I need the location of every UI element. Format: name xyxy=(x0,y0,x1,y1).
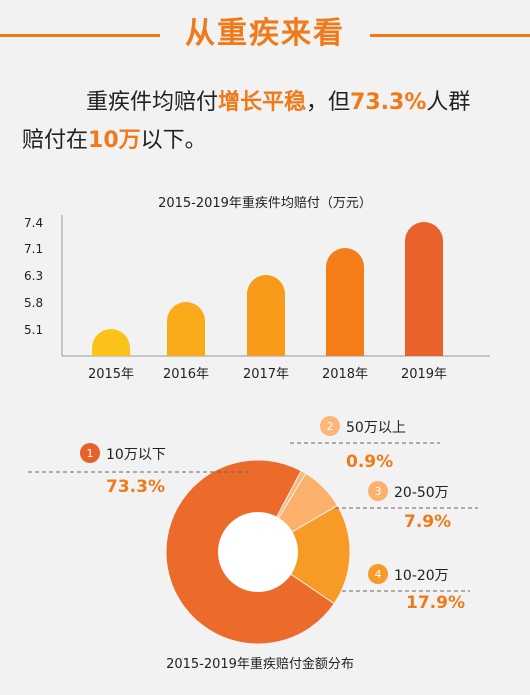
lead-highlight-3: 10万 xyxy=(88,128,141,153)
x-tick-label: 2016年 xyxy=(163,367,209,382)
bar xyxy=(247,275,285,356)
y-tick-label: 7.4 xyxy=(24,216,43,230)
lead-text-1: 重疾件均赔付 xyxy=(86,90,219,115)
bar-chart: 2015-2019年重疾件均赔付（万元） 7.4 7.1 6.3 5.8 5.1 2015… xyxy=(24,195,490,382)
callout-badge xyxy=(368,564,388,584)
y-tick-label: 7.1 xyxy=(24,242,43,256)
lead-highlight-2: 73.3% xyxy=(350,90,427,115)
y-tick-label: 5.8 xyxy=(24,296,43,310)
lead-highlight-1: 增长平稳 xyxy=(218,90,307,115)
pie-chart-title: 2015-2019年重疾赔付金额分布 xyxy=(166,656,354,672)
lead-text-3: 人群 xyxy=(426,90,471,115)
page-title: 从重疾来看 xyxy=(185,16,345,51)
callout-badge xyxy=(320,416,340,436)
lead-text-2: ，但 xyxy=(306,90,351,115)
callout-badge-number: 3 xyxy=(375,485,382,498)
slice-value-label: 73.3% xyxy=(106,477,165,497)
x-tick-label: 2017年 xyxy=(243,367,289,382)
lead-text-4: 赔付在 xyxy=(22,128,89,153)
slice-label: 20-50万 xyxy=(394,485,449,501)
pie-center-hole xyxy=(218,512,298,592)
y-tick-label: 6.3 xyxy=(24,269,43,283)
y-tick-label: 5.1 xyxy=(24,323,43,337)
header-left-rule xyxy=(0,34,160,37)
callout-badge xyxy=(368,481,388,501)
bar xyxy=(167,302,205,356)
bar xyxy=(92,329,130,356)
lead-text-5: 以下。 xyxy=(140,128,207,153)
slice-label: 10-20万 xyxy=(394,568,449,584)
lead-paragraph: 重疾件均赔付增长平稳，但73.3%人群赔付在10万以下。 xyxy=(22,84,512,160)
x-tick-label: 2018年 xyxy=(322,367,368,382)
slice-value-label: 7.9% xyxy=(404,512,451,532)
x-tick-label: 2019年 xyxy=(401,367,447,382)
pie-slice xyxy=(257,504,351,605)
slice-label: 10万以下 xyxy=(106,447,166,463)
callout-badge xyxy=(80,443,100,463)
callout-badge-number: 2 xyxy=(327,420,334,433)
bar-chart-title: 2015-2019年重疾件均赔付（万元） xyxy=(158,195,372,211)
bar xyxy=(405,222,443,356)
callout-badge-number: 1 xyxy=(87,447,94,460)
bar xyxy=(326,248,364,356)
callout-badge-number: 4 xyxy=(375,568,382,581)
x-tick-label: 2015年 xyxy=(88,367,134,382)
slice-value-label: 17.9% xyxy=(406,593,465,613)
slice-label: 50万以上 xyxy=(346,420,406,436)
header-right-rule xyxy=(370,34,530,37)
slice-value-label: 0.9% xyxy=(346,452,393,472)
header: 从重疾来看 xyxy=(0,0,530,70)
